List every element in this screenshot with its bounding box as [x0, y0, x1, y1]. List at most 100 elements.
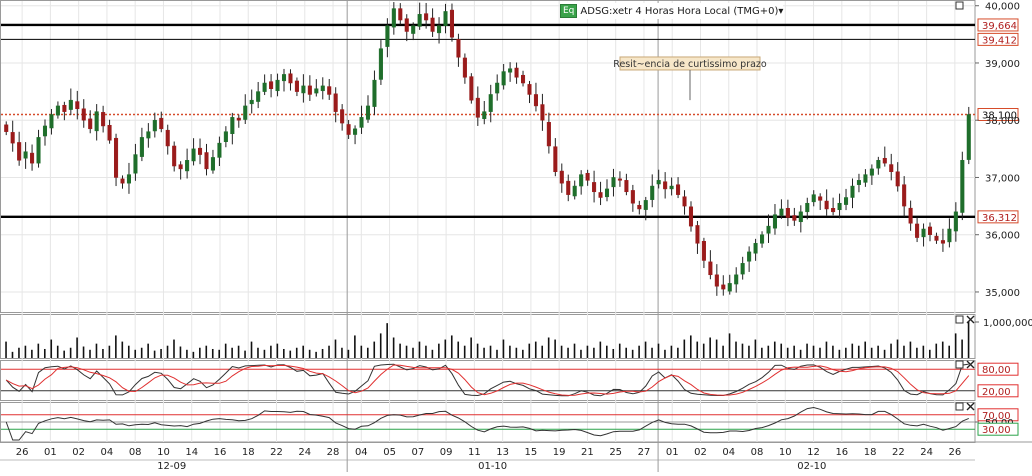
- x-tick-label: 16: [835, 447, 848, 458]
- candle-body: [579, 174, 584, 187]
- candle-body: [10, 132, 15, 144]
- level-label-box: [977, 210, 1019, 224]
- candle-body: [191, 148, 196, 162]
- volume-bar: [334, 339, 337, 358]
- x-tick-label: 14: [185, 447, 198, 458]
- candle-body: [333, 93, 338, 112]
- volume-bar: [954, 333, 957, 358]
- candle-body: [844, 197, 849, 205]
- pane-control[interactable]: [955, 315, 975, 324]
- x-tick-label: 26: [949, 447, 962, 458]
- volume-bar: [412, 347, 414, 358]
- candle-body: [424, 13, 429, 21]
- candle-body: [243, 105, 248, 120]
- volume-bar: [851, 343, 854, 358]
- rsi-layer: [1, 406, 975, 441]
- volume-bar: [812, 345, 815, 358]
- volume-bar: [599, 341, 602, 358]
- candle-body: [488, 94, 493, 112]
- candle-body: [818, 196, 823, 201]
- volume-bar: [522, 349, 524, 358]
- volume-bar: [5, 341, 7, 358]
- volume-bar: [664, 349, 666, 358]
- month-label: 01-10: [478, 461, 507, 472]
- candle-body: [101, 112, 106, 127]
- volume-bar: [250, 341, 253, 358]
- candle-body: [449, 9, 454, 38]
- candle-body: [185, 160, 190, 172]
- candle-body: [521, 74, 526, 84]
- volume-bar: [276, 343, 279, 358]
- candle-body: [178, 164, 183, 170]
- candle-body: [275, 79, 280, 92]
- candle-body: [592, 182, 597, 193]
- candle-body: [682, 196, 687, 207]
- candle-body: [42, 125, 48, 137]
- x-tick-label: 02: [72, 447, 85, 458]
- volume-bar: [961, 339, 963, 358]
- chart-header[interactable]: Eq ADSG:xetr 4 Horas Hora Local (TMG+0)▾: [560, 3, 784, 19]
- pane-control[interactable]: [955, 360, 975, 369]
- volume-bar: [657, 343, 660, 358]
- volume-bar: [366, 347, 369, 358]
- volume-bar: [127, 345, 130, 358]
- candle-body: [262, 82, 267, 92]
- candle-body: [4, 124, 9, 132]
- candle-body: [572, 185, 577, 197]
- pane-control[interactable]: [955, 402, 975, 411]
- candle-body: [927, 226, 933, 235]
- rsi-level-label: 30,00: [977, 422, 1019, 436]
- rsi-label-box: [977, 422, 1019, 436]
- candle-body: [159, 117, 164, 130]
- volume-bar: [457, 341, 460, 358]
- candle-body: [94, 111, 99, 132]
- volume-bar: [509, 345, 511, 358]
- candle-body: [475, 97, 480, 118]
- x-tick-label: 16: [214, 447, 227, 458]
- pane-frame: [0, 360, 976, 401]
- x-tick-label: 10: [157, 447, 170, 458]
- pane-control[interactable]: [955, 1, 964, 10]
- volume-bar: [534, 341, 537, 358]
- candle-body: [456, 39, 461, 58]
- candle-body: [805, 202, 810, 213]
- candles-layer: [4, 2, 971, 296]
- volume-bar: [786, 347, 789, 358]
- axis-layer: 26 01 02 04 08 10 14 16 18 22 24 28 04 05 07 09 11 13 15 19…: [16, 2, 1032, 472]
- volume-bar: [302, 345, 304, 358]
- volume-bar: [373, 341, 376, 358]
- candle-body: [598, 192, 603, 198]
- candle-body: [55, 105, 60, 116]
- candle-body: [650, 185, 655, 200]
- candle-body: [30, 152, 35, 164]
- x-tick-label: 08: [129, 447, 142, 458]
- volume-bar: [95, 343, 98, 358]
- volume-bar: [547, 337, 550, 358]
- x-tick-label: 05: [383, 447, 396, 458]
- candle-body: [120, 178, 125, 184]
- candle-body: [417, 14, 422, 27]
- volume-bar: [916, 347, 918, 358]
- candle-body: [75, 101, 80, 110]
- x-tick-label: 15: [525, 447, 538, 458]
- volume-bar: [69, 347, 72, 358]
- volume-bar: [741, 343, 744, 358]
- volume-bar: [845, 347, 847, 358]
- volume-bar: [593, 347, 595, 358]
- candle-body: [585, 172, 590, 181]
- volume-bar: [108, 345, 111, 358]
- volume-bar: [670, 345, 673, 358]
- volume-bar: [263, 349, 266, 358]
- volume-bar: [528, 343, 531, 358]
- x-tick-label: 18: [864, 447, 877, 458]
- candle-body: [753, 243, 758, 254]
- pane-frame: [0, 0, 976, 313]
- volume-bar: [405, 345, 408, 358]
- volume-bar: [767, 345, 770, 358]
- volume-bar: [270, 345, 272, 358]
- candle-body: [281, 74, 287, 82]
- candle-body: [779, 208, 784, 216]
- maximize-icon: [955, 315, 964, 324]
- candle-body: [23, 151, 28, 159]
- volume-bar: [631, 349, 634, 358]
